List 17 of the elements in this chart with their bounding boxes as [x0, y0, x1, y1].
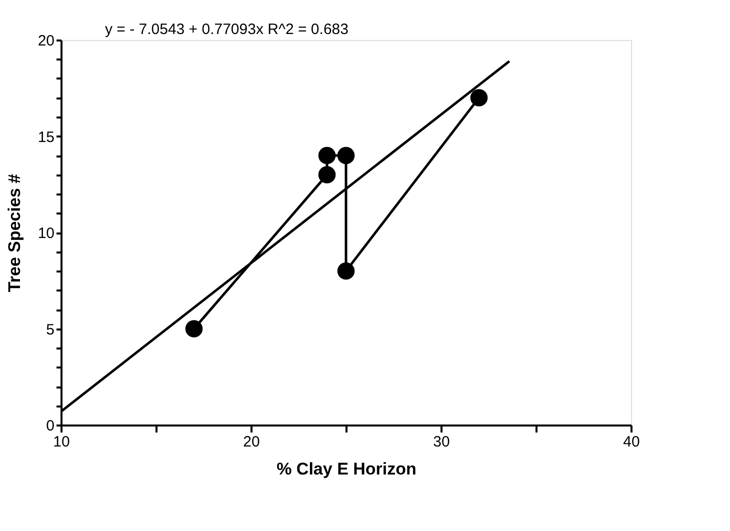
x-axis-title: % Clay E Horizon [276, 460, 416, 478]
point [318, 166, 336, 184]
y-axis-title: Tree Species # [4, 173, 24, 292]
text: y = - 7.0543 + 0.77093x R^2 = 0.683 [105, 21, 348, 38]
y-tick-label: 10 [38, 225, 54, 242]
y-tick-label: 15 [38, 128, 54, 146]
point [470, 89, 488, 106]
point [337, 262, 355, 280]
x-tick-label: 20 [243, 434, 260, 450]
y-tick-label: 5 [46, 321, 54, 338]
y-tick-label: 0 [46, 418, 54, 434]
point [318, 146, 336, 164]
y-tick-label: 20 [38, 32, 54, 50]
x-tick-label: 30 [433, 434, 450, 450]
point [337, 146, 355, 164]
point [185, 320, 203, 338]
x-tick-label: 40 [623, 434, 640, 450]
